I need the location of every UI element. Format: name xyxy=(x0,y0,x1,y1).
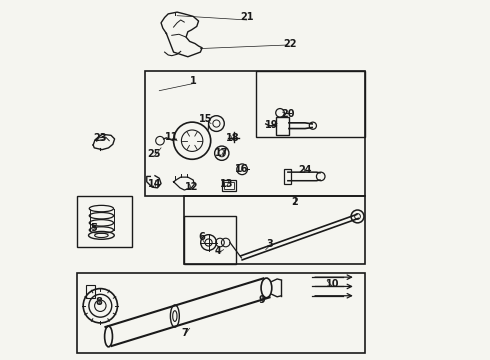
Text: 18: 18 xyxy=(226,133,239,143)
Text: 17: 17 xyxy=(215,148,228,158)
Text: 2: 2 xyxy=(292,197,298,207)
Text: 24: 24 xyxy=(298,165,312,175)
Bar xyxy=(222,180,236,191)
Bar xyxy=(77,273,365,353)
Text: 10: 10 xyxy=(326,279,339,289)
Text: 15: 15 xyxy=(199,113,213,123)
Text: 5: 5 xyxy=(90,223,97,233)
Text: 20: 20 xyxy=(281,109,294,119)
Text: 23: 23 xyxy=(94,133,107,143)
Bar xyxy=(184,196,365,264)
Text: 7: 7 xyxy=(181,328,188,338)
Bar xyxy=(276,117,289,135)
Text: 19: 19 xyxy=(265,120,278,130)
Text: 13: 13 xyxy=(220,179,234,189)
Text: 21: 21 xyxy=(240,13,253,22)
Text: 4: 4 xyxy=(215,246,221,256)
Bar xyxy=(223,182,234,189)
Bar xyxy=(184,216,236,264)
Text: 14: 14 xyxy=(148,179,162,189)
Bar xyxy=(145,71,365,196)
Bar xyxy=(86,285,95,298)
Text: 9: 9 xyxy=(259,295,266,305)
Text: 6: 6 xyxy=(199,232,205,242)
Text: 16: 16 xyxy=(235,164,248,174)
Text: 22: 22 xyxy=(283,39,296,49)
Text: 11: 11 xyxy=(165,132,178,142)
Text: 3: 3 xyxy=(266,239,272,249)
Bar xyxy=(256,71,365,137)
Text: 1: 1 xyxy=(190,76,196,86)
Bar xyxy=(284,169,291,184)
Text: 8: 8 xyxy=(95,297,102,307)
Text: 12: 12 xyxy=(185,182,198,192)
Bar xyxy=(77,196,132,247)
Text: 25: 25 xyxy=(147,149,161,159)
